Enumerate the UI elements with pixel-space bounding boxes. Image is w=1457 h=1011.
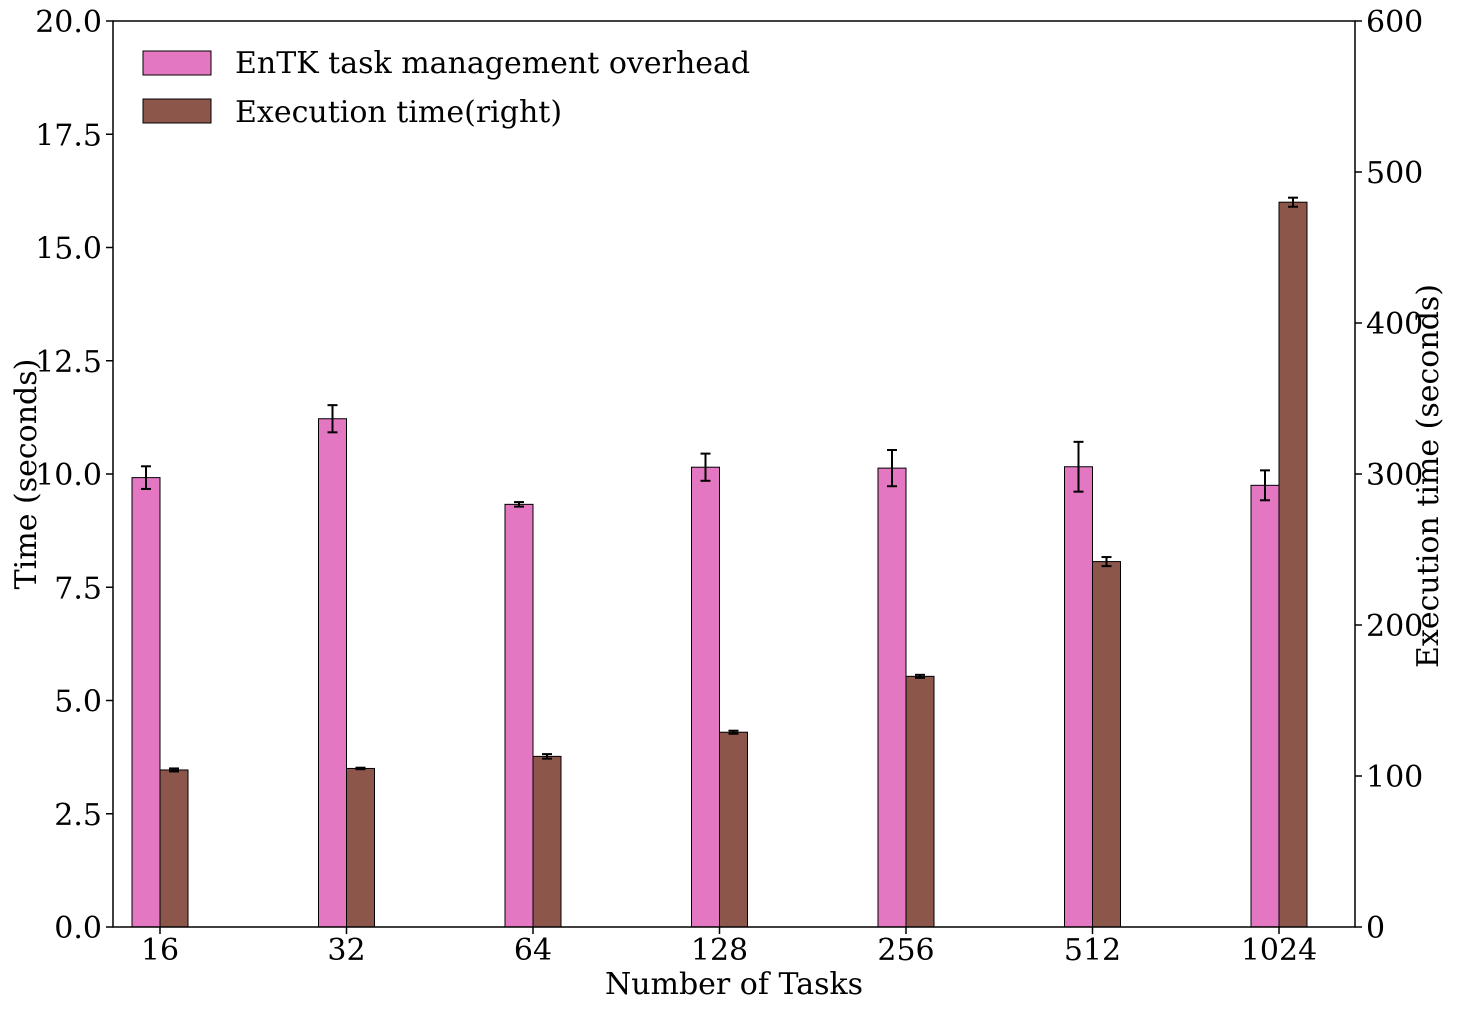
right-tick-label: 500 — [1366, 156, 1423, 191]
bar-overhead-64 — [504, 503, 534, 928]
bar-overhead-16 — [131, 477, 161, 928]
x-tick-label: 128 — [691, 933, 748, 968]
legend-label-execution: Execution time(right) — [235, 95, 562, 130]
error-bars-layer — [141, 196, 1298, 773]
bar-overhead-1024 — [1250, 484, 1280, 928]
error-bar-execution-16 — [169, 767, 179, 773]
x-tick-label: 256 — [877, 933, 934, 968]
error-bar-overhead-16 — [141, 465, 151, 490]
bar-execution-128 — [719, 731, 748, 928]
error-bar-overhead-128 — [700, 452, 711, 482]
left-tick-label: 5.0 — [54, 685, 102, 720]
bar-overhead-512 — [1064, 466, 1093, 928]
error-bar-execution-256 — [915, 673, 925, 679]
left-tick-label: 2.5 — [54, 798, 102, 833]
x-tick-label: 1024 — [1241, 933, 1317, 968]
left-tick-label: 0.0 — [54, 911, 102, 946]
left-tick-label: 20.0 — [35, 5, 102, 40]
error-bar-overhead-256 — [887, 448, 897, 488]
x-tick-label: 32 — [327, 933, 365, 968]
error-bar-overhead-512 — [1073, 440, 1084, 493]
bar-execution-1024 — [1278, 201, 1308, 928]
right-tick-label: 100 — [1366, 760, 1423, 795]
error-bar-overhead-64 — [514, 501, 524, 508]
x-tick-label: 64 — [514, 933, 552, 968]
right-tick-label: 600 — [1366, 5, 1423, 40]
legend-label-overhead: EnTK task management overhead — [235, 46, 750, 81]
right-y-axis: 0 100 200 300 400 500 600 — [1355, 5, 1423, 946]
right-tick-label: 400 — [1366, 307, 1423, 342]
bar-execution-512 — [1092, 561, 1121, 928]
left-tick-label: 7.5 — [54, 571, 102, 606]
left-tick-label: 15.0 — [35, 232, 102, 267]
left-tick-label: 17.5 — [35, 118, 102, 153]
bar-overhead-32 — [318, 418, 347, 928]
x-tick-label: 512 — [1064, 933, 1121, 968]
x-tick-label: 16 — [141, 933, 179, 968]
right-tick-label: 300 — [1366, 458, 1423, 493]
error-bar-overhead-32 — [327, 404, 338, 434]
error-bar-execution-1024 — [1288, 196, 1298, 208]
bar-execution-16 — [159, 769, 189, 928]
x-axis-label: Number of Tasks — [605, 967, 863, 1002]
bar-overhead-128 — [691, 466, 720, 928]
right-y-axis-label: Execution time (seconds) — [1411, 284, 1446, 668]
left-y-axis-label: Time (seconds) — [9, 359, 44, 590]
bar-overhead-256 — [877, 467, 907, 928]
error-bar-execution-32 — [355, 766, 366, 771]
x-axis: 16 32 64 128 256 512 1024 — [141, 927, 1317, 968]
right-tick-label: 200 — [1366, 609, 1423, 644]
left-y-axis: 0.0 2.5 5.0 7.5 10.0 12.5 15.0 17.5 20.0 — [35, 5, 113, 946]
error-bar-execution-128 — [728, 729, 739, 735]
bar-execution-64 — [532, 755, 562, 928]
bars-layer — [131, 201, 1308, 928]
error-bar-execution-512 — [1101, 556, 1112, 568]
bar-execution-256 — [905, 675, 935, 928]
error-bar-overhead-1024 — [1260, 469, 1270, 502]
left-tick-label: 12.5 — [35, 345, 102, 380]
error-bar-execution-64 — [542, 753, 552, 760]
bar-execution-32 — [346, 767, 375, 928]
legend-swatch-overhead — [142, 50, 212, 76]
right-tick-label: 0 — [1366, 911, 1385, 946]
left-tick-label: 10.0 — [35, 458, 102, 493]
legend: EnTK task management overhead Execution … — [142, 46, 750, 130]
legend-swatch-execution — [142, 98, 212, 124]
